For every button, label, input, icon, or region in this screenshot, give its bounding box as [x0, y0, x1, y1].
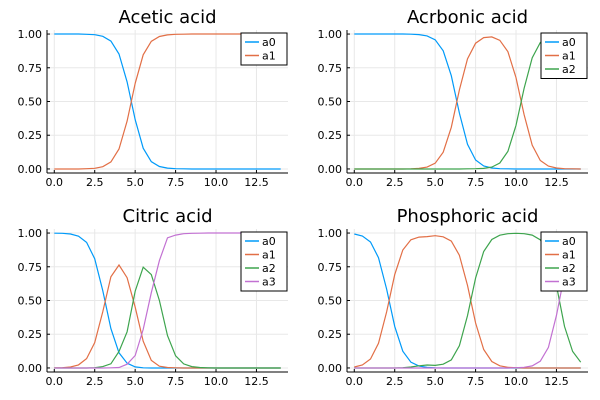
y-tick-label: 0.75: [18, 62, 43, 75]
x-tick-label: 10.0: [204, 176, 229, 189]
x-tick-label: 5.0: [126, 375, 144, 388]
x-tick-label: 2.5: [386, 176, 404, 189]
y-tick-label: 0.50: [318, 295, 343, 308]
series-line-a3: [354, 238, 582, 369]
x-tick-label: 2.5: [86, 375, 104, 388]
legend-label-a3: a3: [262, 276, 276, 289]
legend-label-a0: a0: [262, 235, 276, 248]
legend-box: [240, 32, 288, 66]
legend-label-a3: a3: [562, 276, 576, 289]
x-tick-label: 2.5: [386, 375, 404, 388]
x-tick-label: 7.5: [467, 375, 485, 388]
x-tick-label: 12.5: [244, 176, 269, 189]
y-tick-label: 1.00: [18, 28, 43, 41]
chart-panel-4: Phosphoric acid 0.0 2.5 5.0 7.5 10.0 12.5 0.00 0…: [318, 206, 588, 388]
y-tick-label: 0.00: [18, 163, 43, 176]
x-tick-label: 0.0: [46, 176, 64, 189]
legend-label-a0: a0: [262, 36, 276, 49]
y-tick-label: 0.50: [18, 96, 43, 109]
x-tick-label: 0.0: [46, 375, 64, 388]
legend-label-a2: a2: [262, 262, 276, 275]
y-tick-label: 0.00: [18, 362, 43, 375]
y-tick-label: 0.25: [18, 328, 43, 341]
chart-title: Acrbonic acid: [407, 7, 528, 28]
chart-panel-3: Citric acid 0.0 2.5 5.0 7.5 10.0 12.5 0.00 0.25 0…: [18, 206, 288, 388]
legend-label-a2: a2: [562, 262, 576, 275]
x-tick-label: 10.0: [504, 375, 529, 388]
x-tick-label: 7.5: [167, 176, 185, 189]
legend-label-a2: a2: [562, 63, 576, 76]
x-tick-label: 5.0: [126, 176, 144, 189]
series-line-a0: [354, 33, 581, 170]
legend-label-a1: a1: [262, 50, 276, 63]
y-tick-label: 0.00: [318, 163, 343, 176]
x-tick-label: 12.5: [544, 176, 569, 189]
x-tick-label: 10.0: [204, 375, 229, 388]
x-tick-label: 12.5: [544, 375, 569, 388]
y-tick-label: 0.50: [318, 96, 343, 109]
series-line-a0: [54, 33, 281, 170]
chart-title: Phosphoric acid: [397, 206, 539, 227]
y-tick-label: 0.75: [18, 261, 43, 274]
y-tick-label: 0.50: [18, 295, 43, 308]
y-tick-label: 1.00: [18, 227, 43, 240]
x-tick-label: 2.5: [86, 176, 104, 189]
x-tick-label: 0.0: [346, 375, 364, 388]
y-tick-label: 0.25: [318, 129, 343, 142]
x-tick-label: 12.5: [244, 375, 269, 388]
legend-label-a0: a0: [562, 235, 576, 248]
x-tick-label: 0.0: [346, 176, 364, 189]
series-line-a1: [354, 235, 581, 369]
y-tick-label: 1.00: [318, 227, 343, 240]
y-tick-label: 1.00: [318, 28, 343, 41]
y-tick-label: 0.75: [318, 261, 343, 274]
legend-label-a1: a1: [562, 50, 576, 63]
x-tick-label: 7.5: [167, 375, 185, 388]
chart-title: Citric acid: [123, 206, 213, 227]
x-tick-label: 5.0: [426, 176, 444, 189]
x-tick-label: 7.5: [467, 176, 485, 189]
x-tick-label: 5.0: [426, 375, 444, 388]
chart-panel-2: Acrbonic acid 0.0 2.5 5.0 7.5 10.0 12.5 0.00 0.2…: [318, 7, 588, 189]
legend-label-a1: a1: [562, 249, 576, 262]
chart-title: Acetic acid: [119, 7, 217, 28]
x-tick-label: 10.0: [504, 176, 529, 189]
y-tick-label: 0.00: [318, 362, 343, 375]
y-tick-label: 0.25: [318, 328, 343, 341]
y-tick-label: 0.75: [318, 62, 343, 75]
legend-label-a1: a1: [262, 249, 276, 262]
chart-panel-1: Acetic acid 0.0 2.5 5.0 7.5 10.0 12.5 0.00 0.25 0…: [18, 7, 288, 189]
y-tick-label: 0.25: [18, 129, 43, 142]
legend-label-a0: a0: [562, 36, 576, 49]
